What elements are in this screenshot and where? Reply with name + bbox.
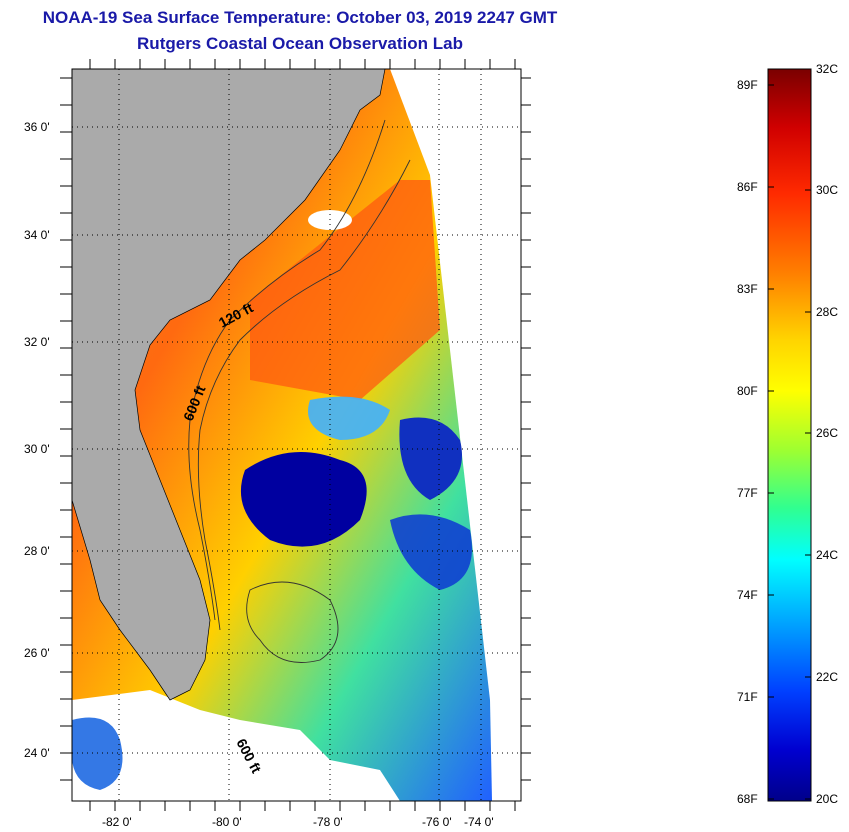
colorbar-c-label: 30C xyxy=(816,183,838,197)
map-ticks: 36 0' 34 0' 32 0' 30 0' 28 0' 26 0' 24 0' -82 0… xyxy=(24,59,531,829)
lat-label: 36 0' xyxy=(24,120,50,134)
colorbar-c-label: 24C xyxy=(816,548,838,562)
lat-label: 24 0' xyxy=(24,746,50,760)
colorbar-f-label: 83F xyxy=(737,282,758,296)
colorbar-f-label: 68F xyxy=(737,792,758,806)
title-line-1: NOAA-19 Sea Surface Temperature: October… xyxy=(42,8,558,27)
lon-label: -82 0' xyxy=(102,815,132,829)
cloud-blue-patch xyxy=(399,417,462,500)
lat-label: 26 0' xyxy=(24,646,50,660)
cloud-blue-patch xyxy=(308,396,390,440)
lat-label: 32 0' xyxy=(24,335,50,349)
colorbar-ticks: 89F 86F 83F 80F 77F 74F 71F 68F 32C 30C 28C 26C 24C 2… xyxy=(737,62,838,806)
colorbar-c-label: 28C xyxy=(816,305,838,319)
lat-label: 30 0' xyxy=(24,442,50,456)
colorbar-f-label: 71F xyxy=(737,690,758,704)
graticule xyxy=(72,69,521,801)
cloud-blue-patch xyxy=(390,514,472,590)
colorbar-f-label: 80F xyxy=(737,384,758,398)
lon-label: -74 0' xyxy=(464,815,494,829)
colorbar-c-label: 26C xyxy=(816,426,838,440)
bahamas-contour xyxy=(246,581,339,663)
cloud-blue-patch xyxy=(240,452,367,547)
lat-label: 34 0' xyxy=(24,228,50,242)
colorbar-f-label: 77F xyxy=(737,486,758,500)
title-line-2: Rutgers Coastal Ocean Observation Lab xyxy=(137,34,463,53)
colorbar-f-label: 74F xyxy=(737,588,758,602)
contour-line-600ft xyxy=(197,159,411,631)
cloud-white-area xyxy=(72,690,400,801)
colorbar-c-label: 32C xyxy=(816,62,838,76)
lon-label: -76 0' xyxy=(422,815,452,829)
cloud-blue-patch xyxy=(72,717,123,790)
lat-label: 28 0' xyxy=(24,544,50,558)
land-mass xyxy=(72,69,386,701)
colorbar-f-label: 89F xyxy=(737,78,758,92)
colorbar-c-label: 20C xyxy=(816,792,838,806)
colorbar xyxy=(767,68,812,802)
lon-label: -78 0' xyxy=(313,815,343,829)
contour-line-120ft xyxy=(188,119,386,621)
colorbar-c-label: 22C xyxy=(816,670,838,684)
colorbar-f-label: 86F xyxy=(737,180,758,194)
map-frame xyxy=(71,68,522,802)
lon-label: -80 0' xyxy=(212,815,242,829)
